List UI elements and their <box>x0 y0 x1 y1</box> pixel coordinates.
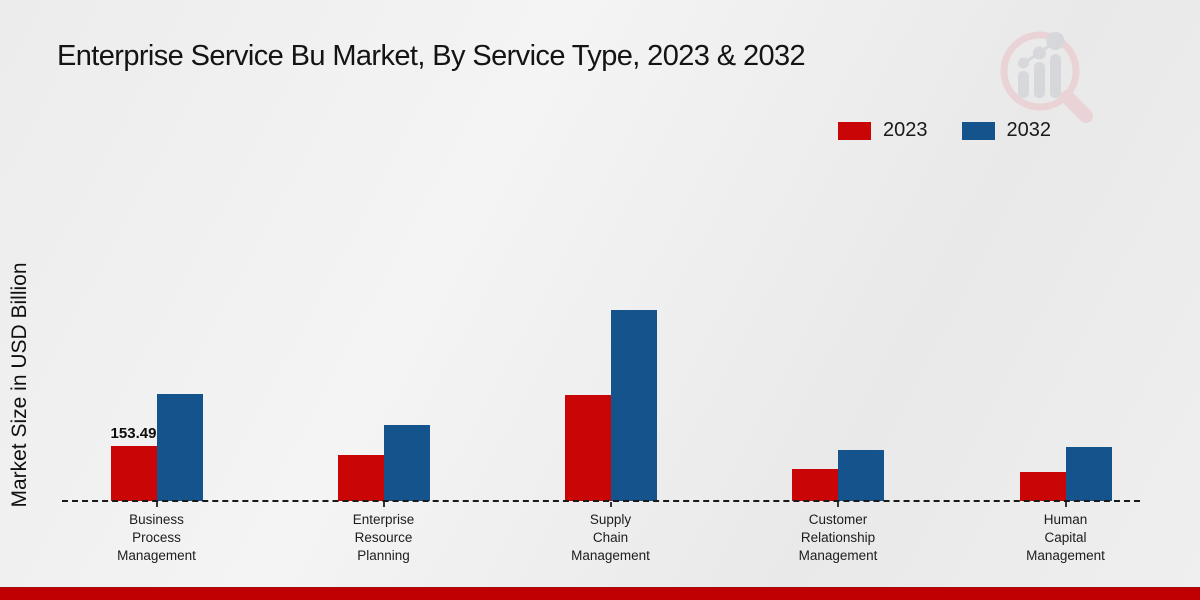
x-axis-line <box>62 500 1140 502</box>
bar-2032-supply-chain-management <box>610 310 657 501</box>
bar-2023-human-capital-management <box>1019 472 1066 501</box>
chart-title: Enterprise Service Bu Market, By Service… <box>57 40 806 72</box>
x-axis-tick <box>609 502 612 507</box>
x-category-label: Supply Chain Management <box>571 512 650 563</box>
bar-2023-enterprise-resource-planning <box>337 455 384 501</box>
legend-label-2023: 2023 <box>883 119 928 141</box>
x-axis-tick <box>155 502 158 507</box>
legend-swatch-2023 <box>838 121 871 140</box>
bar-2023-customer-relationship-management <box>792 469 838 501</box>
x-axis-tick <box>1064 502 1067 507</box>
legend-swatch-2032 <box>961 121 995 140</box>
legend: 2023 2032 <box>838 119 1051 142</box>
x-category-label: Business Process Management <box>117 512 196 563</box>
x-category-label: Human Capital Management <box>1026 512 1105 563</box>
footer-red-bar <box>0 587 1200 600</box>
legend-item-2032: 2032 <box>961 119 1052 142</box>
x-axis-tick <box>382 502 385 507</box>
bar-2032-business-process-management <box>156 394 203 501</box>
x-category-label: Enterprise Resource Planning <box>352 512 415 563</box>
x-category-label: Customer Relationship Management <box>798 512 878 563</box>
bar-value-label: 153.49 <box>110 425 157 442</box>
bar-2023-supply-chain-management <box>564 395 611 501</box>
magnifier-barchart-logo-icon <box>988 26 1100 126</box>
bar-2032-customer-relationship-management <box>838 450 884 501</box>
x-axis-tick <box>837 502 839 507</box>
bar-2032-human-capital-management <box>1065 447 1112 501</box>
bar-2032-enterprise-resource-planning <box>383 425 430 501</box>
legend-item-2023: 2023 <box>838 119 928 142</box>
legend-label-2032: 2032 <box>1006 119 1052 141</box>
bar-2023-business-process-management <box>110 446 157 501</box>
